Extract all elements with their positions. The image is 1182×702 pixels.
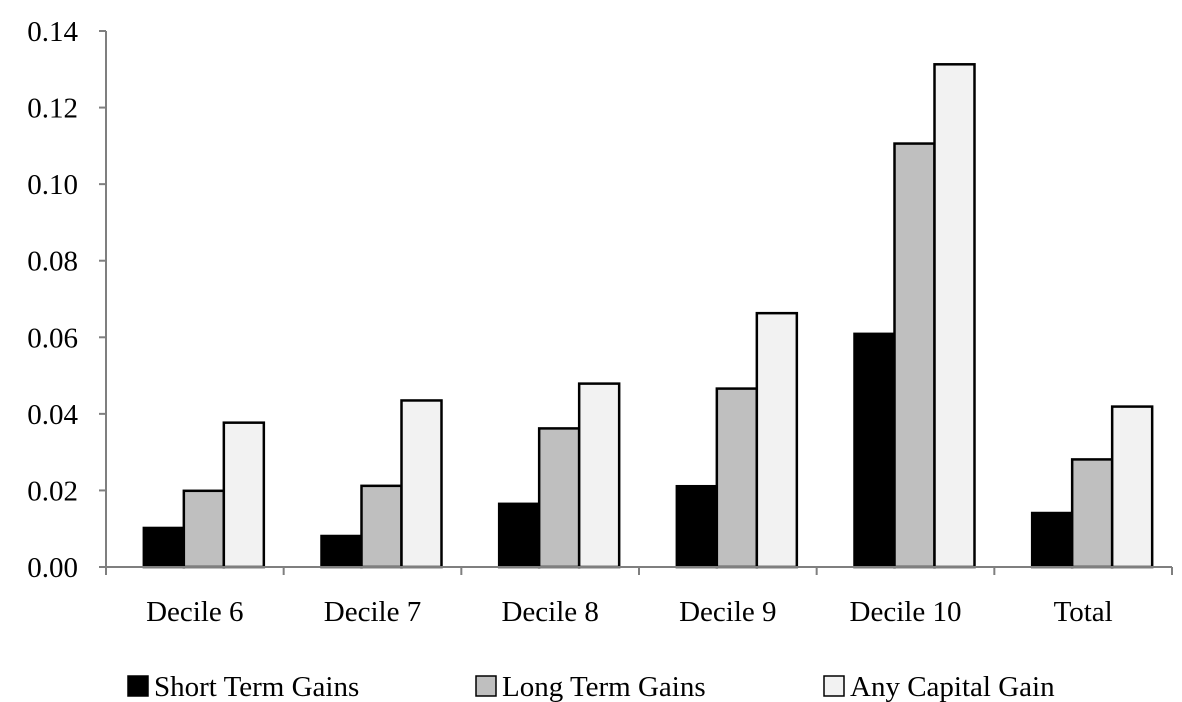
bar-short-term-gains-total [1030,511,1074,569]
legend: Short Term Gains Long Term Gains Any Capit… [127,671,1055,702]
bar-short-term-gains-decile-8 [497,502,541,569]
legend-label-short-term-gains: Short Term Gains [154,671,359,702]
x-category-label-total: Total [1054,596,1113,628]
y-tick-label: 0.04 [27,399,78,431]
legend-swatch-short-term-gains [127,675,149,697]
x-category-label-decile-8: Decile 8 [501,596,598,628]
x-category-label-decile-7: Decile 7 [324,596,421,628]
bar-any-capital-gain-decile-9 [755,311,799,569]
x-category-label-decile-10: Decile 10 [850,596,962,628]
legend-label-any-capital-gain: Any Capital Gain [850,671,1055,702]
bar-long-term-gains-decile-7 [360,484,403,569]
bar-long-term-gains-decile-9 [715,387,759,569]
legend-swatch-any-capital-gain [823,675,845,697]
bar-any-capital-gain-decile-8 [577,382,621,569]
y-tick-label: 0.00 [27,552,78,584]
bar-long-term-gains-total [1070,458,1114,569]
x-category-label-decile-6: Decile 6 [146,596,243,628]
y-axis-ticks [99,30,106,568]
bar-short-term-gains-decile-10 [853,332,896,569]
bar-any-capital-gain-total [1110,405,1154,569]
legend-label-long-term-gains: Long Term Gains [502,671,706,702]
bar-any-capital-gain-decile-6 [222,421,266,569]
bar-short-term-gains-decile-7 [320,534,363,569]
y-tick-label: 0.10 [27,169,78,201]
y-tick-label: 0.12 [27,93,78,125]
bar-short-term-gains-decile-9 [675,484,719,569]
x-category-label-decile-9: Decile 9 [679,596,776,628]
y-tick-label: 0.06 [27,322,78,354]
bar-long-term-gains-decile-8 [537,427,581,569]
x-axis-ticks [105,567,1173,575]
bars [142,63,1154,569]
legend-swatch-long-term-gains [475,675,497,697]
bar-long-term-gains-decile-10 [893,142,936,569]
bar-any-capital-gain-decile-10 [933,63,976,569]
bar-short-term-gains-decile-6 [142,526,186,569]
y-tick-label: 0.02 [27,475,78,507]
y-axis-tick-labels: 0.00 0.02 0.04 0.06 0.08 0.10 0.12 0.14 [27,16,78,584]
bar-long-term-gains-decile-6 [182,489,226,569]
x-axis-category-labels: Decile 6 Decile 7 Decile 8 Decile 9 Decile 1… [146,596,1113,628]
y-tick-label: 0.08 [27,246,78,278]
bar-any-capital-gain-decile-7 [400,399,443,569]
y-tick-label: 0.14 [27,16,78,48]
